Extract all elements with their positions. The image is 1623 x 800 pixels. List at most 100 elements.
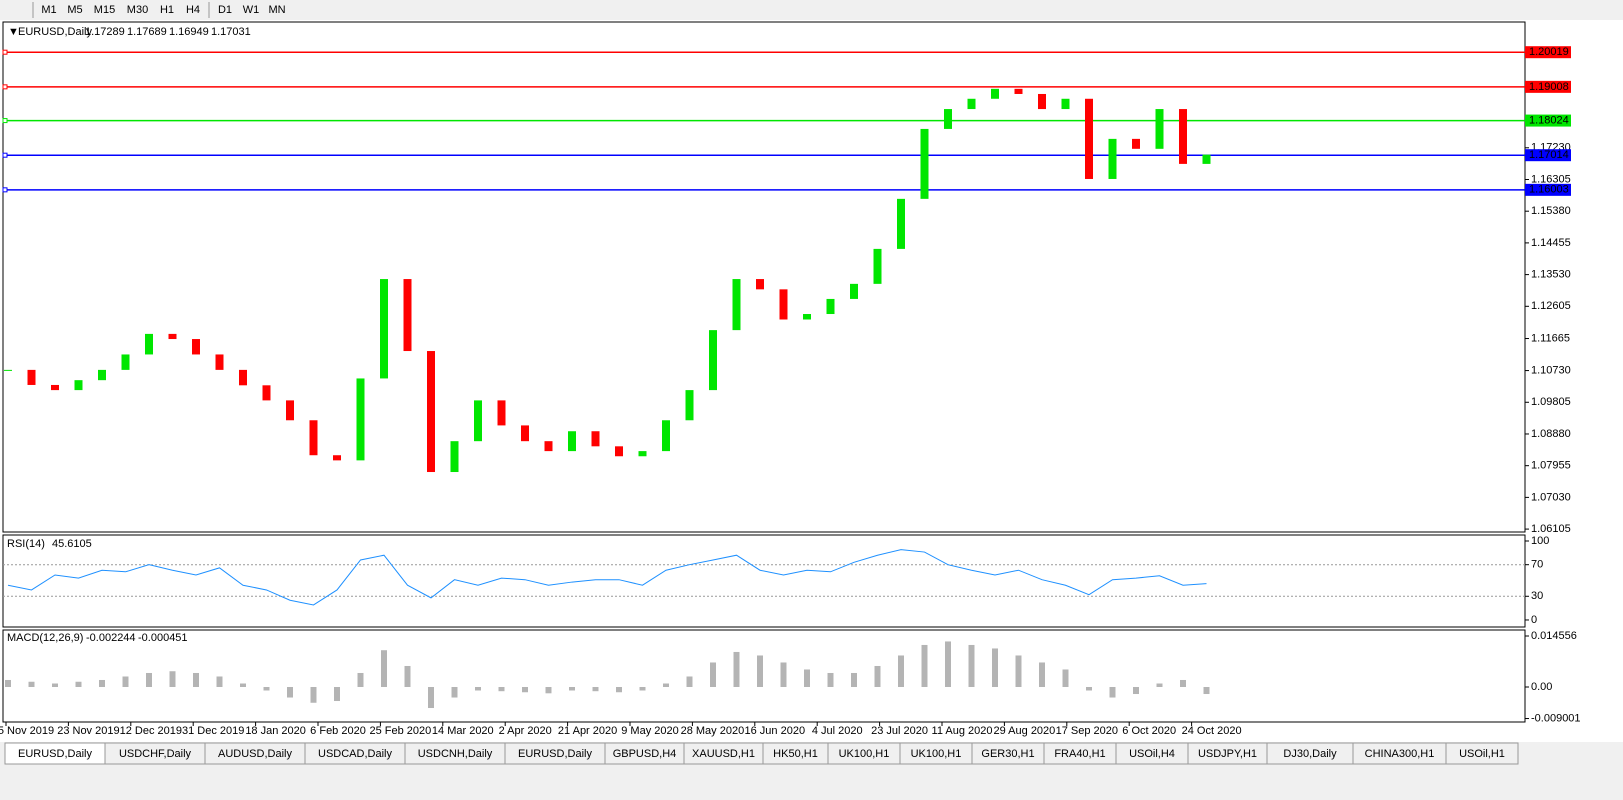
tab-label[interactable]: USDCHF,Daily [119,748,192,760]
macd-bar [851,672,857,688]
rsi-line [7,549,1207,606]
x-tick-label: 6 Oct 2020 [1122,725,1176,737]
candle [732,279,741,331]
candle [1085,98,1093,179]
level-handle[interactable] [2,84,8,90]
macd-bar [498,687,505,692]
timeframe-label[interactable]: M30 [127,4,148,16]
tab-label[interactable]: USDJPY,H1 [1198,748,1257,760]
timeframe-button[interactable] [121,1,154,18]
timeframe-button[interactable] [238,1,264,18]
x-tick-label: 21 Apr 2020 [558,725,617,737]
tab-label[interactable]: AUDUSD,Daily [218,748,292,760]
tab-label[interactable]: EURUSD,Daily [518,748,592,760]
timeframe-button[interactable] [264,1,290,18]
level-handle[interactable] [2,49,8,55]
tab-label[interactable]: CHINA300,H1 [1365,748,1435,760]
macd-bar [757,655,763,688]
timeframe-label[interactable]: M1 [41,4,56,16]
timeframe-label[interactable]: M5 [67,4,82,16]
tab-label[interactable]: GBPUSD,H4 [613,748,677,760]
candle [779,289,788,320]
level-label: 1.18024 [1529,114,1569,126]
candle [756,279,764,290]
tab-label[interactable]: XAUUSD,H1 [692,748,755,760]
macd-bar [1203,687,1210,695]
tab-label[interactable]: USOil,H1 [1459,748,1505,760]
x-tick-label: 31 Dec 2019 [182,725,244,737]
candle [873,248,882,284]
tab-label[interactable]: USDCAD,Daily [318,748,392,760]
level-label: 1.19008 [1529,81,1569,93]
level-label-box [1525,80,1571,93]
tab-label[interactable]: USDCNH,Daily [418,748,493,760]
macd-bar [475,687,481,691]
macd-bar [592,687,599,692]
x-tick-label: 14 Mar 2020 [432,725,494,737]
y-tick-label: 1.12605 [1531,300,1571,312]
timeframe-label[interactable]: W1 [243,4,260,16]
candle [497,400,506,426]
macd-bar [733,651,740,688]
timeframe-button[interactable] [88,1,121,18]
timeframe-button[interactable] [154,1,180,18]
tab-label[interactable]: GER30,H1 [981,748,1034,760]
candle [897,198,905,249]
macd-bar [216,676,223,688]
macd-bar [1039,662,1045,688]
candle [920,128,929,199]
candle [991,88,999,99]
tab-label[interactable]: FRA40,H1 [1054,748,1105,760]
level-handle[interactable] [2,152,8,158]
tab-label[interactable]: DJ30,Daily [1283,748,1337,760]
candle [239,369,247,386]
tab[interactable] [1445,742,1519,765]
rsi-value: 45.6105 [52,538,92,550]
timeframe-button[interactable] [62,1,88,18]
tab-label[interactable]: USOil,H4 [1129,748,1175,760]
y-tick-label: -0.009001 [1531,712,1581,724]
timeframe-button[interactable] [36,1,62,18]
x-tick-label: 11 Aug 2020 [932,725,993,737]
tab-label[interactable]: EURUSD,Daily [18,748,92,760]
tab-label[interactable]: UK100,H1 [911,748,962,760]
timeframe-label[interactable]: MN [268,4,285,16]
x-tick-label: 28 May 2020 [681,725,745,737]
timeframe-label[interactable]: H4 [186,4,200,16]
x-tick-label: 18 Jan 2020 [245,725,306,737]
level-label-box [1525,149,1571,162]
candle [450,441,459,473]
y-tick-label: 1.10730 [1531,364,1571,376]
tab-label[interactable]: UK100,H1 [839,748,890,760]
tab-label[interactable]: HK50,H1 [773,748,818,760]
macd-bar [381,650,387,688]
candle [474,400,482,442]
macd-bar [616,687,622,693]
level-label-box [1525,114,1571,127]
macd-bar [898,655,904,688]
candle [521,425,529,442]
macd-bar [1109,687,1116,698]
y-tick-label: 30 [1531,590,1543,602]
x-tick-label: 12 Dec 2019 [120,725,182,737]
macd-bar [99,679,105,688]
timeframe-label[interactable]: D1 [218,4,232,16]
macd-name: MACD(12,26,9) [7,632,83,644]
x-tick-label: 6 Feb 2020 [310,725,366,737]
timeframe-label[interactable]: M15 [94,4,115,16]
macd-main: -0.002244 [86,632,136,644]
candle [803,314,811,320]
candle [662,420,670,452]
level-handle[interactable] [2,187,8,193]
x-tick-label: 23 Jul 2020 [871,725,928,737]
y-tick-label: 1.06105 [1531,523,1571,535]
timeframe-label[interactable]: H1 [160,4,174,16]
level-label-box [1525,183,1571,196]
timeframe-button[interactable] [212,1,238,18]
y-tick-label: 100 [1531,535,1549,547]
timeframe-button[interactable] [180,1,206,18]
rsi-name: RSI(14) [7,538,45,550]
candle [1108,138,1117,179]
x-tick-label: 9 May 2020 [621,725,678,737]
level-handle[interactable] [2,118,8,124]
